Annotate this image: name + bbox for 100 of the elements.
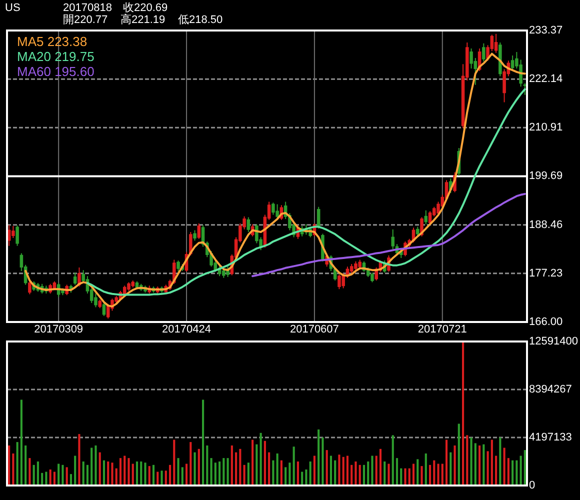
bar bbox=[358, 464, 361, 486]
bar bbox=[206, 445, 208, 486]
bar bbox=[404, 468, 406, 486]
bar bbox=[98, 452, 101, 486]
x-tick-label: 20170607 bbox=[290, 324, 339, 336]
bar bbox=[433, 460, 436, 486]
y-tick-label: 222.14 bbox=[529, 73, 563, 86]
bar bbox=[66, 467, 68, 486]
bar bbox=[284, 467, 287, 486]
bar bbox=[495, 456, 498, 486]
candlestick bbox=[358, 259, 362, 269]
bar bbox=[466, 435, 468, 486]
candlestick bbox=[73, 272, 77, 286]
bar bbox=[210, 458, 212, 486]
bar bbox=[458, 424, 460, 486]
candlestick bbox=[276, 204, 279, 220]
text: 高221.19 bbox=[120, 13, 166, 26]
chart-title: US bbox=[5, 2, 20, 14]
bar bbox=[252, 440, 254, 486]
bar bbox=[512, 460, 514, 486]
x-tick-label: 20170721 bbox=[418, 324, 467, 336]
y-tick-label: 4197133 bbox=[529, 432, 572, 444]
candlestick bbox=[424, 210, 428, 225]
bar bbox=[107, 461, 110, 486]
candlestick bbox=[7, 224, 11, 246]
y-tick-label: 166.00 bbox=[529, 316, 563, 328]
bar bbox=[90, 448, 93, 486]
bar bbox=[280, 460, 282, 486]
candlestick bbox=[416, 226, 420, 237]
y-tick-label: 199.69 bbox=[529, 170, 563, 182]
y-tick-label: 12591400 bbox=[529, 336, 578, 348]
candlestick bbox=[176, 260, 180, 272]
bar bbox=[119, 458, 122, 486]
bar bbox=[412, 464, 415, 486]
y-tick-label: 177.23 bbox=[529, 267, 563, 280]
bar bbox=[524, 450, 526, 486]
bar bbox=[276, 453, 278, 486]
bar bbox=[198, 448, 200, 486]
candlestick bbox=[246, 216, 250, 232]
candlestick bbox=[338, 274, 341, 290]
bar bbox=[408, 468, 410, 486]
bar bbox=[36, 461, 39, 486]
candlestick bbox=[197, 222, 201, 240]
bar bbox=[313, 456, 316, 486]
bar bbox=[474, 443, 476, 486]
bar bbox=[384, 461, 386, 486]
text: 低218.50 bbox=[178, 14, 223, 26]
bar bbox=[218, 461, 221, 486]
bar bbox=[260, 432, 262, 486]
bar bbox=[20, 400, 22, 486]
bar bbox=[292, 446, 295, 486]
bar bbox=[136, 461, 138, 486]
bar bbox=[78, 434, 80, 486]
bar bbox=[214, 462, 216, 486]
bar bbox=[132, 464, 134, 486]
candlestick bbox=[482, 42, 486, 62]
bar bbox=[470, 437, 472, 486]
bar bbox=[74, 456, 76, 486]
bar bbox=[268, 452, 270, 486]
bar bbox=[362, 464, 366, 486]
candlestick bbox=[28, 280, 32, 295]
bar bbox=[334, 460, 336, 486]
bar bbox=[288, 462, 291, 486]
bar bbox=[503, 448, 506, 486]
bar bbox=[342, 456, 344, 486]
bar bbox=[396, 458, 398, 486]
bar bbox=[102, 460, 106, 486]
candlestick bbox=[222, 268, 226, 278]
candlestick bbox=[193, 230, 196, 242]
bar bbox=[520, 456, 522, 486]
bar bbox=[243, 464, 246, 486]
bar bbox=[194, 452, 196, 486]
bar bbox=[416, 459, 419, 486]
bar bbox=[144, 462, 146, 486]
bar bbox=[322, 437, 324, 486]
bar bbox=[437, 464, 440, 486]
bar bbox=[177, 458, 180, 486]
bar bbox=[222, 458, 225, 486]
bar bbox=[318, 429, 320, 486]
bar bbox=[62, 464, 64, 486]
x-tick-label: 20170309 bbox=[34, 324, 84, 336]
bar bbox=[367, 461, 370, 486]
bar bbox=[296, 461, 299, 486]
bar bbox=[8, 445, 10, 486]
bar bbox=[350, 464, 353, 486]
bar bbox=[326, 450, 328, 486]
candlestick bbox=[131, 280, 135, 288]
bar bbox=[346, 456, 349, 486]
bar bbox=[140, 461, 142, 486]
candlestick bbox=[94, 292, 98, 308]
bar bbox=[375, 456, 378, 486]
candlestick bbox=[354, 260, 358, 271]
candlestick bbox=[102, 302, 106, 316]
candlestick bbox=[127, 282, 130, 292]
bar bbox=[115, 468, 118, 486]
bar bbox=[202, 400, 204, 486]
bar bbox=[24, 445, 27, 486]
text: 收220.69 bbox=[123, 2, 168, 14]
y-tick-label: 188.46 bbox=[529, 218, 563, 231]
bar bbox=[338, 454, 340, 486]
